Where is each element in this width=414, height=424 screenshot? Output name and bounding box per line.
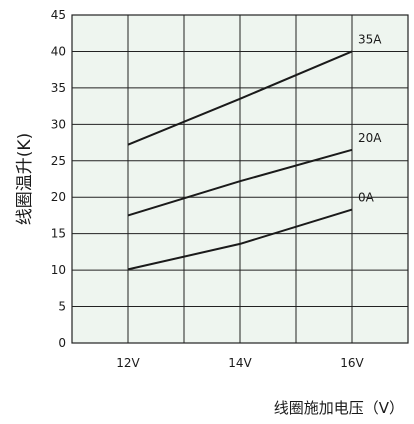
y-tick-label: 10 (51, 263, 66, 277)
y-tick-label: 45 (51, 8, 66, 22)
grid (72, 14, 408, 344)
y-tick-label: 20 (51, 190, 66, 204)
y-tick-label: 15 (51, 227, 66, 241)
y-tick-label: 30 (51, 117, 66, 131)
y-tick-label: 5 (58, 300, 66, 314)
series-line (127, 208, 353, 271)
series-label: 0A (358, 191, 375, 205)
series-line (127, 50, 353, 146)
series-label: 20A (358, 131, 382, 145)
series-label: 35A (358, 32, 382, 46)
series-lines: 35A 20A 0A (127, 32, 382, 271)
y-axis-ticks: 0 5 10 15 20 25 30 35 40 45 (51, 8, 66, 350)
x-tick-label: 16V (340, 356, 364, 370)
y-tick-label: 0 (58, 336, 66, 350)
y-tick-label: 25 (51, 154, 66, 168)
y-tick-label: 35 (51, 81, 66, 95)
y-tick-label: 40 (51, 44, 66, 58)
x-tick-label: 14V (228, 356, 252, 370)
x-tick-label: 12V (116, 356, 140, 370)
x-axis-label: 线圈施加电压（V） (274, 399, 404, 417)
series-line (127, 148, 353, 217)
x-axis-ticks: 12V 14V 16V (116, 356, 364, 370)
y-axis-label: 线圈温升(K) (15, 133, 35, 225)
